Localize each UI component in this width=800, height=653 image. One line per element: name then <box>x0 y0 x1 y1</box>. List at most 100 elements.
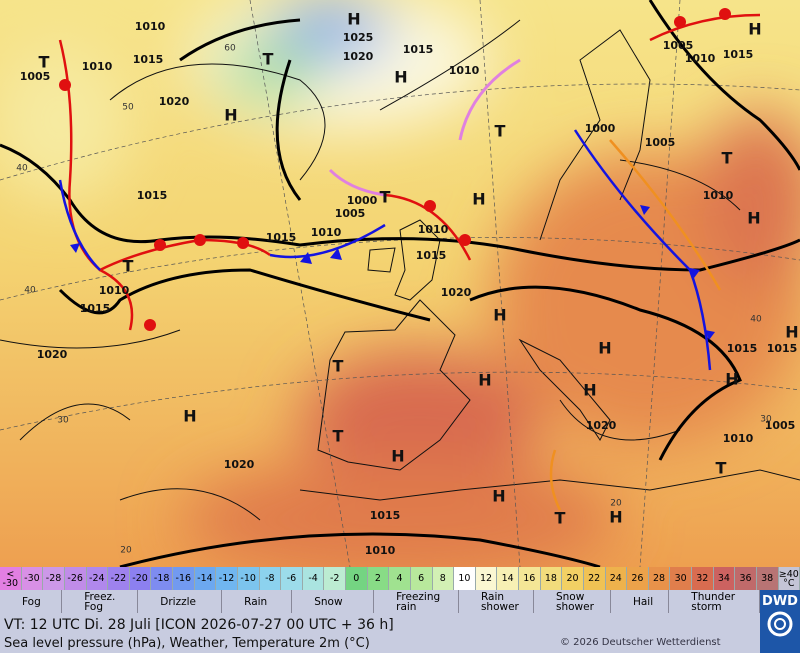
temperature-scale: < -30 -30 -28 -26 -24 -22 -20 -18 -16 -14 -12 -10 -8… <box>0 567 800 590</box>
isobar-label: 1020 <box>37 348 68 361</box>
scale-cell: 2 <box>367 567 390 590</box>
isobar-label: 1015 <box>133 53 164 66</box>
scale-cell: 18 <box>540 567 563 590</box>
scale-cell: -14 <box>194 567 217 590</box>
scale-cell: -8 <box>259 567 282 590</box>
isobar-label: 1015 <box>723 48 754 61</box>
pressure-center: T <box>495 122 506 141</box>
scale-cell: -12 <box>216 567 238 590</box>
isobar-label: 1020 <box>224 458 255 471</box>
isobar-label: 1005 <box>20 70 51 83</box>
isobar-label: 1010 <box>685 52 716 65</box>
scale-cell: -6 <box>281 567 303 590</box>
pressure-center: H <box>747 209 760 228</box>
isobar-label: 1015 <box>370 509 401 522</box>
scale-cell: -22 <box>108 567 130 590</box>
pressure-center: H <box>785 323 798 342</box>
isobar-label: 1025 <box>343 31 374 44</box>
isobar-label: 1005 <box>645 136 676 149</box>
pressure-center: H <box>478 371 491 390</box>
isobar-label: 1020 <box>159 95 190 108</box>
scale-cell: 14 <box>497 567 519 590</box>
scale-cell: 0 <box>346 567 368 590</box>
grid-label: 30 <box>760 415 772 425</box>
isobar-label: 1020 <box>441 286 472 299</box>
weather-item: Fog <box>0 590 63 613</box>
pressure-center: H <box>598 339 611 358</box>
weather-item: Rain <box>222 590 293 613</box>
isobar-label: 1010 <box>418 223 449 236</box>
isobar-label: 1005 <box>335 207 366 220</box>
pressure-center: H <box>493 306 506 325</box>
pressure-center: H <box>492 487 505 506</box>
pressure-center: H <box>394 68 407 87</box>
pressure-center: H <box>725 370 738 389</box>
isobar-label: 1015 <box>727 342 758 355</box>
scale-cell: 12 <box>475 567 498 590</box>
pressure-center: H <box>391 447 404 466</box>
grid-label: 30 <box>57 416 69 426</box>
scale-cell: -20 <box>129 567 152 590</box>
scale-cell: 38 <box>756 567 779 590</box>
pressure-center: H <box>224 106 237 125</box>
pressure-center: T <box>722 149 733 168</box>
scale-cell: 28 <box>648 567 671 590</box>
pressure-center: T <box>123 257 134 276</box>
pressure-center: H <box>183 407 196 426</box>
isobar-label: 1015 <box>767 342 798 355</box>
isobar-label: 1015 <box>266 231 297 244</box>
scale-cell: -2 <box>324 567 346 590</box>
pressure-center: T <box>380 188 391 207</box>
weather-item: Hail <box>611 590 670 613</box>
scale-cell: 36 <box>735 567 757 590</box>
scale-cell: ≥40 °C <box>778 567 800 590</box>
isobar-label: 1010 <box>99 284 130 297</box>
grid-label: 60 <box>224 44 236 54</box>
isobar-label: 1015 <box>403 43 434 56</box>
isobar-label: 1000 <box>347 194 378 207</box>
scale-cell: 22 <box>583 567 606 590</box>
valid-time: VT: 12 UTC Di. 28 Juli [ICON 2026-07-27 … <box>4 617 394 633</box>
scale-cell: 26 <box>627 567 649 590</box>
isobar-label: 1010 <box>723 432 754 445</box>
isobar-label: 1005 <box>765 419 796 432</box>
weather-item: Drizzle <box>138 590 223 613</box>
isobar-label: 1010 <box>703 189 734 202</box>
isobar-label: 1010 <box>365 544 396 557</box>
pressure-center: H <box>347 10 360 29</box>
scale-cell: 4 <box>389 567 411 590</box>
scale-cell: -4 <box>302 567 325 590</box>
scale-cell: 6 <box>410 567 433 590</box>
isobar-label: 1015 <box>80 302 111 315</box>
grid-label: 40 <box>750 315 762 325</box>
logo: DWD <box>760 590 800 653</box>
grid-label: 40 <box>24 286 36 296</box>
pressure-center: H <box>472 190 485 209</box>
pressure-center: H <box>583 381 596 400</box>
weather-item: Thunder storm <box>669 590 760 613</box>
isobar-label: 1010 <box>449 64 480 77</box>
weather-item: Freezing rain <box>374 590 459 613</box>
isobar-label: 1015 <box>416 249 447 262</box>
isobar-label: 1020 <box>343 50 374 63</box>
isobar-label: 1005 <box>663 39 694 52</box>
pressure-center: T <box>333 357 344 376</box>
scale-cell: 32 <box>692 567 714 590</box>
scale-cell: 10 <box>454 567 476 590</box>
isobar-label: 1000 <box>585 122 616 135</box>
scale-cell: -28 <box>43 567 65 590</box>
scale-cell: 24 <box>605 567 628 590</box>
pressure-center: H <box>609 508 622 527</box>
scale-cell: 34 <box>713 567 736 590</box>
weather-item: Rain shower <box>459 590 534 613</box>
isobar-label: 1020 <box>586 419 617 432</box>
scale-cell: -18 <box>151 567 173 590</box>
scale-cell: 16 <box>519 567 541 590</box>
pressure-center: T <box>263 50 274 69</box>
grid-label: 20 <box>120 546 132 556</box>
scale-cell: 8 <box>432 567 455 590</box>
weather-item: Freez. Fog <box>62 590 139 613</box>
isobar-label: 1010 <box>135 20 166 33</box>
weather-item: Snow <box>292 590 375 613</box>
